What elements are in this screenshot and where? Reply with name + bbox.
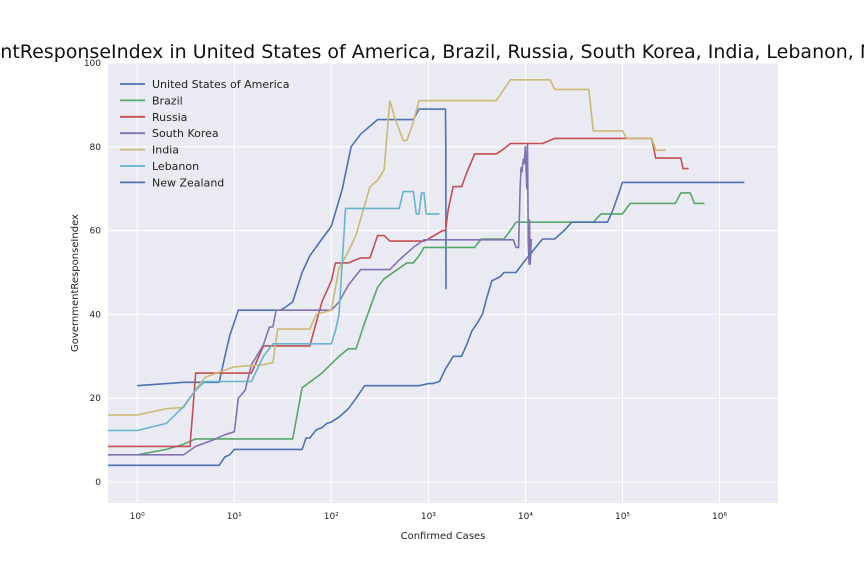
legend-label-1: Brazil <box>152 94 183 107</box>
chart-title: GovernmentResponseIndex in United States… <box>0 41 864 63</box>
series-line-6 <box>108 181 745 467</box>
legend-label-2: Russia <box>152 111 187 124</box>
tick-labels: 10⁰ 10¹ 10² 10³ 10⁴ 10⁵ 10⁶ 0 20 40 60 80 100 <box>84 59 728 522</box>
x-tick-label: 10² <box>324 512 339 522</box>
plot-background <box>108 63 778 503</box>
x-axis-label: Confirmed Cases <box>401 531 486 542</box>
x-tick-label: 10⁰ <box>130 512 145 522</box>
series-line-3 <box>108 143 533 456</box>
legend-label-4: India <box>152 144 179 157</box>
y-tick-label: 40 <box>90 310 102 320</box>
y-axis-label: GovernmentResponseIndex <box>70 214 81 352</box>
x-tick-label: 10⁵ <box>615 512 630 522</box>
series-line-1 <box>137 192 705 456</box>
y-tick-label: 100 <box>84 59 101 69</box>
series-line-5 <box>108 190 440 432</box>
series-layer <box>108 79 745 467</box>
y-tick-label: 0 <box>95 478 101 488</box>
series-line-4 <box>108 79 666 416</box>
y-tick-label: 80 <box>90 143 102 153</box>
x-tick-label: 10⁴ <box>518 512 533 522</box>
y-tick-label: 20 <box>90 394 102 404</box>
x-tick-label: 10⁶ <box>712 512 727 522</box>
legend-label-3: South Korea <box>152 127 219 140</box>
legend: United States of America Brazil Russia Sout… <box>120 78 289 189</box>
x-tick-label: 10¹ <box>227 512 242 522</box>
legend-label-5: Lebanon <box>152 160 199 173</box>
legend-label-6: New Zealand <box>152 176 224 189</box>
x-tick-label: 10³ <box>421 512 436 522</box>
legend-label-0: United States of America <box>152 78 289 91</box>
y-tick-label: 60 <box>90 227 102 237</box>
